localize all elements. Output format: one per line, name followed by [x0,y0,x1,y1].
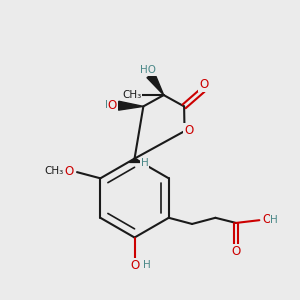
Text: O: O [199,78,208,91]
Text: H: H [270,214,278,224]
Polygon shape [118,101,143,110]
Text: O: O [130,259,139,272]
Text: CH₃: CH₃ [122,90,141,100]
Polygon shape [147,73,164,95]
Text: HO: HO [140,65,156,75]
Text: H: H [141,158,149,168]
Text: O: O [64,165,74,178]
Text: H: H [143,260,151,270]
Text: O: O [231,245,241,258]
Text: H: H [105,100,112,110]
Text: O: O [108,98,117,112]
Text: O: O [263,213,272,226]
Text: CH₃: CH₃ [44,167,63,176]
Text: O: O [184,124,193,137]
